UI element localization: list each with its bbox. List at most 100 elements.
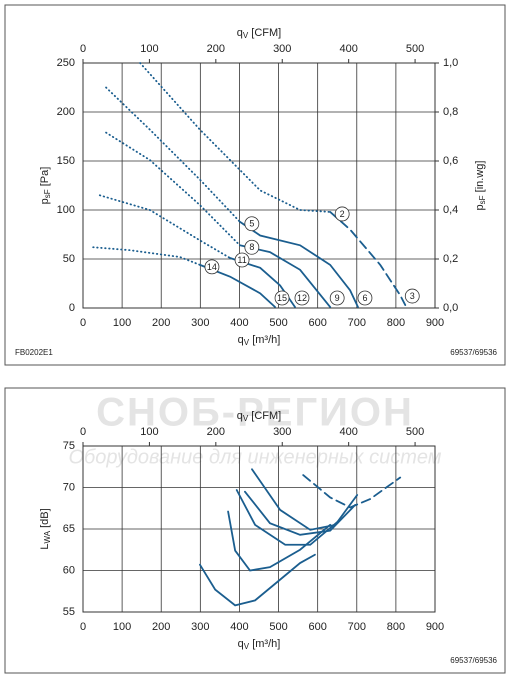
label-circle [334,206,350,222]
y-axis-label-sub: sF [43,189,52,198]
curve-label: 3 [410,291,415,301]
x-axis-label-base: q [238,334,244,346]
curve [235,489,341,546]
x-axis-label-rest: [m³/h] [249,334,280,346]
x-tick-label: 100 [113,317,131,329]
y2-tick-label: 0,2 [443,253,458,265]
x-tick-label: 0 [80,621,86,633]
y-tick-label: 55 [63,606,75,618]
x2-axis-label-rest: [CFM] [248,27,281,39]
x2-tick-label: 400 [339,43,357,55]
y2-tick-label: 0,0 [443,302,458,314]
x-tick-label: 900 [426,621,444,633]
curve-label: 9 [335,293,340,303]
x2-tick-label: 400 [339,426,357,438]
x-tick-label: 300 [191,317,209,329]
y-tick-label: 250 [57,57,75,69]
x-tick-label: 200 [152,621,170,633]
curve-label: 12 [297,293,307,303]
x2-tick-label: 500 [406,43,424,55]
x-tick-label: 900 [426,317,444,329]
x2-axis-label-sub: V [243,31,249,40]
x-tick-label: 500 [269,317,287,329]
figure-code: 69537/69536 [450,348,497,357]
label-circle [244,239,260,255]
x-tick-label: 400 [230,317,248,329]
x2-tick-label: 0 [80,43,86,55]
y-axis-label: psF [Pa] [39,167,52,205]
figure-code: 69537/69536 [450,656,497,665]
y-tick-label: 50 [63,253,75,265]
x-tick-label: 400 [230,621,248,633]
curve-label: 15 [277,293,287,303]
curve-label: 11 [237,255,246,265]
y-axis-label-base: L [39,544,51,550]
y2-axis-label-rest: [in.wg] [474,161,486,196]
label-circle [294,290,310,306]
x-axis-label: qV [m³/h] [238,334,281,347]
y2-tick-label: 0,4 [443,204,458,216]
curve [302,474,402,509]
y2-axis-label-sub: sF [478,195,487,204]
x-tick-label: 800 [387,317,405,329]
curve [251,468,359,531]
y2-axis-label-base: p [474,204,486,210]
x2-axis-label-base: q [237,410,243,422]
y-tick-label: 150 [57,155,75,167]
x2-tick-label: 200 [207,426,225,438]
y2-tick-label: 0,8 [443,106,458,118]
label-circle [329,290,345,306]
label-circle [357,290,373,306]
x-tick-label: 600 [308,317,326,329]
label-circle [234,252,250,268]
y-tick-label: 65 [63,523,75,535]
x2-tick-label: 300 [273,43,291,55]
x-tick-label: 500 [269,621,287,633]
curve [199,553,316,607]
curve [238,220,359,308]
x-axis-label-sub: V [244,338,250,347]
x2-axis-label: qV [CFM] [237,410,281,423]
y-axis-label-rest: [Pa] [39,167,51,190]
x2-tick-label: 500 [406,426,424,438]
y-tick-label: 0 [69,302,75,314]
x2-axis-label-rest: [CFM] [248,410,281,422]
x2-axis-label-sub: V [243,414,249,423]
plot-frame [82,62,436,309]
label-circle [204,259,220,275]
x2-tick-label: 0 [80,426,86,438]
x2-tick-label: 100 [140,426,158,438]
y-tick-label: 200 [57,106,75,118]
x-tick-label: 200 [152,317,170,329]
x2-tick-label: 200 [207,43,225,55]
curve-label: 14 [207,262,217,272]
watermark-title: СНОБ-РЕГИОН [96,391,414,435]
x2-tick-label: 300 [273,426,291,438]
y2-tick-label: 1,0 [443,57,458,69]
x-tick-label: 0 [80,317,86,329]
y-tick-label: 100 [57,204,75,216]
curve [98,194,231,259]
x-axis-label-rest: [m³/h] [249,638,280,650]
curve [92,246,201,266]
x-axis-label: qV [m³/h] [238,638,281,651]
y-tick-label: 75 [63,440,75,452]
label-circle [274,290,290,306]
label-circle [404,288,420,304]
x-tick-label: 700 [348,621,366,633]
curve-label: 6 [362,293,367,303]
y2-tick-label: 0,6 [443,155,458,167]
x-tick-label: 800 [387,621,405,633]
panel-frame [4,387,506,674]
x-tick-label: 300 [191,621,209,633]
curve-label: 5 [249,219,254,229]
x-tick-label: 100 [113,621,131,633]
y-axis-label-sub: WA [43,530,52,543]
y-tick-label: 60 [63,564,75,576]
curve-label: 8 [249,242,254,252]
curve [329,211,407,306]
curve-label: 2 [340,209,345,219]
y-axis-label: LWA [dB] [39,508,52,549]
x-tick-label: 700 [348,317,366,329]
